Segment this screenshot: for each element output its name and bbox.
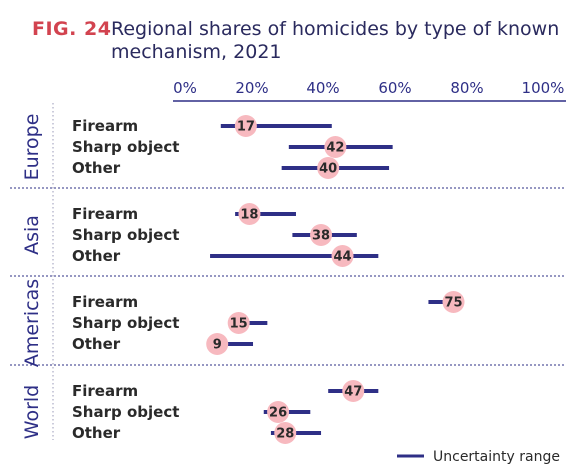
region-label: Americas <box>21 279 43 367</box>
value-label: 40 <box>319 162 337 177</box>
category-label: Firearm <box>72 293 138 311</box>
category-label: Firearm <box>72 382 138 400</box>
x-tick-label: 100% <box>522 79 565 97</box>
x-tick-label: 60% <box>378 79 411 97</box>
value-label: 15 <box>230 317 248 332</box>
value-label: 38 <box>312 229 330 244</box>
value-label: 17 <box>237 120 255 135</box>
value-marker <box>317 157 340 179</box>
figure-title: Regional shares of homicides by type of … <box>111 18 560 63</box>
value-label: 44 <box>333 250 351 265</box>
category-label: Sharp object <box>72 403 179 421</box>
category-label: Firearm <box>72 117 138 135</box>
region-label: Europe <box>21 114 43 181</box>
legend-label: Uncertainty range <box>433 449 560 465</box>
category-label: Sharp object <box>72 138 179 156</box>
value-marker <box>206 333 229 355</box>
category-label: Firearm <box>72 205 138 223</box>
value-marker <box>342 380 365 402</box>
category-label: Sharp object <box>72 226 179 244</box>
value-label: 26 <box>269 406 287 421</box>
value-label: 9 <box>213 338 222 353</box>
category-label: Other <box>72 335 121 353</box>
x-tick-label: 40% <box>306 79 339 97</box>
value-marker <box>442 291 465 313</box>
value-marker <box>274 422 297 444</box>
value-marker <box>238 203 261 225</box>
value-marker <box>324 136 347 158</box>
value-marker <box>267 401 290 423</box>
value-label: 75 <box>444 296 462 311</box>
value-marker <box>310 224 333 246</box>
x-tick-label: 0% <box>173 79 197 97</box>
category-label: Other <box>72 247 121 265</box>
figure-number: FIG. 24 <box>32 18 112 40</box>
region-label: Asia <box>21 215 43 255</box>
value-label: 42 <box>326 141 344 156</box>
category-label: Sharp object <box>72 314 179 332</box>
value-label: 18 <box>240 208 258 223</box>
category-label: Other <box>72 424 121 442</box>
value-marker <box>227 312 250 334</box>
category-label: Other <box>72 159 121 177</box>
region-label: World <box>21 385 43 439</box>
value-marker <box>331 245 354 267</box>
x-tick-label: 20% <box>235 79 268 97</box>
value-label: 47 <box>344 385 362 400</box>
value-marker <box>234 115 257 137</box>
x-tick-label: 80% <box>450 79 483 97</box>
value-label: 28 <box>276 427 294 442</box>
